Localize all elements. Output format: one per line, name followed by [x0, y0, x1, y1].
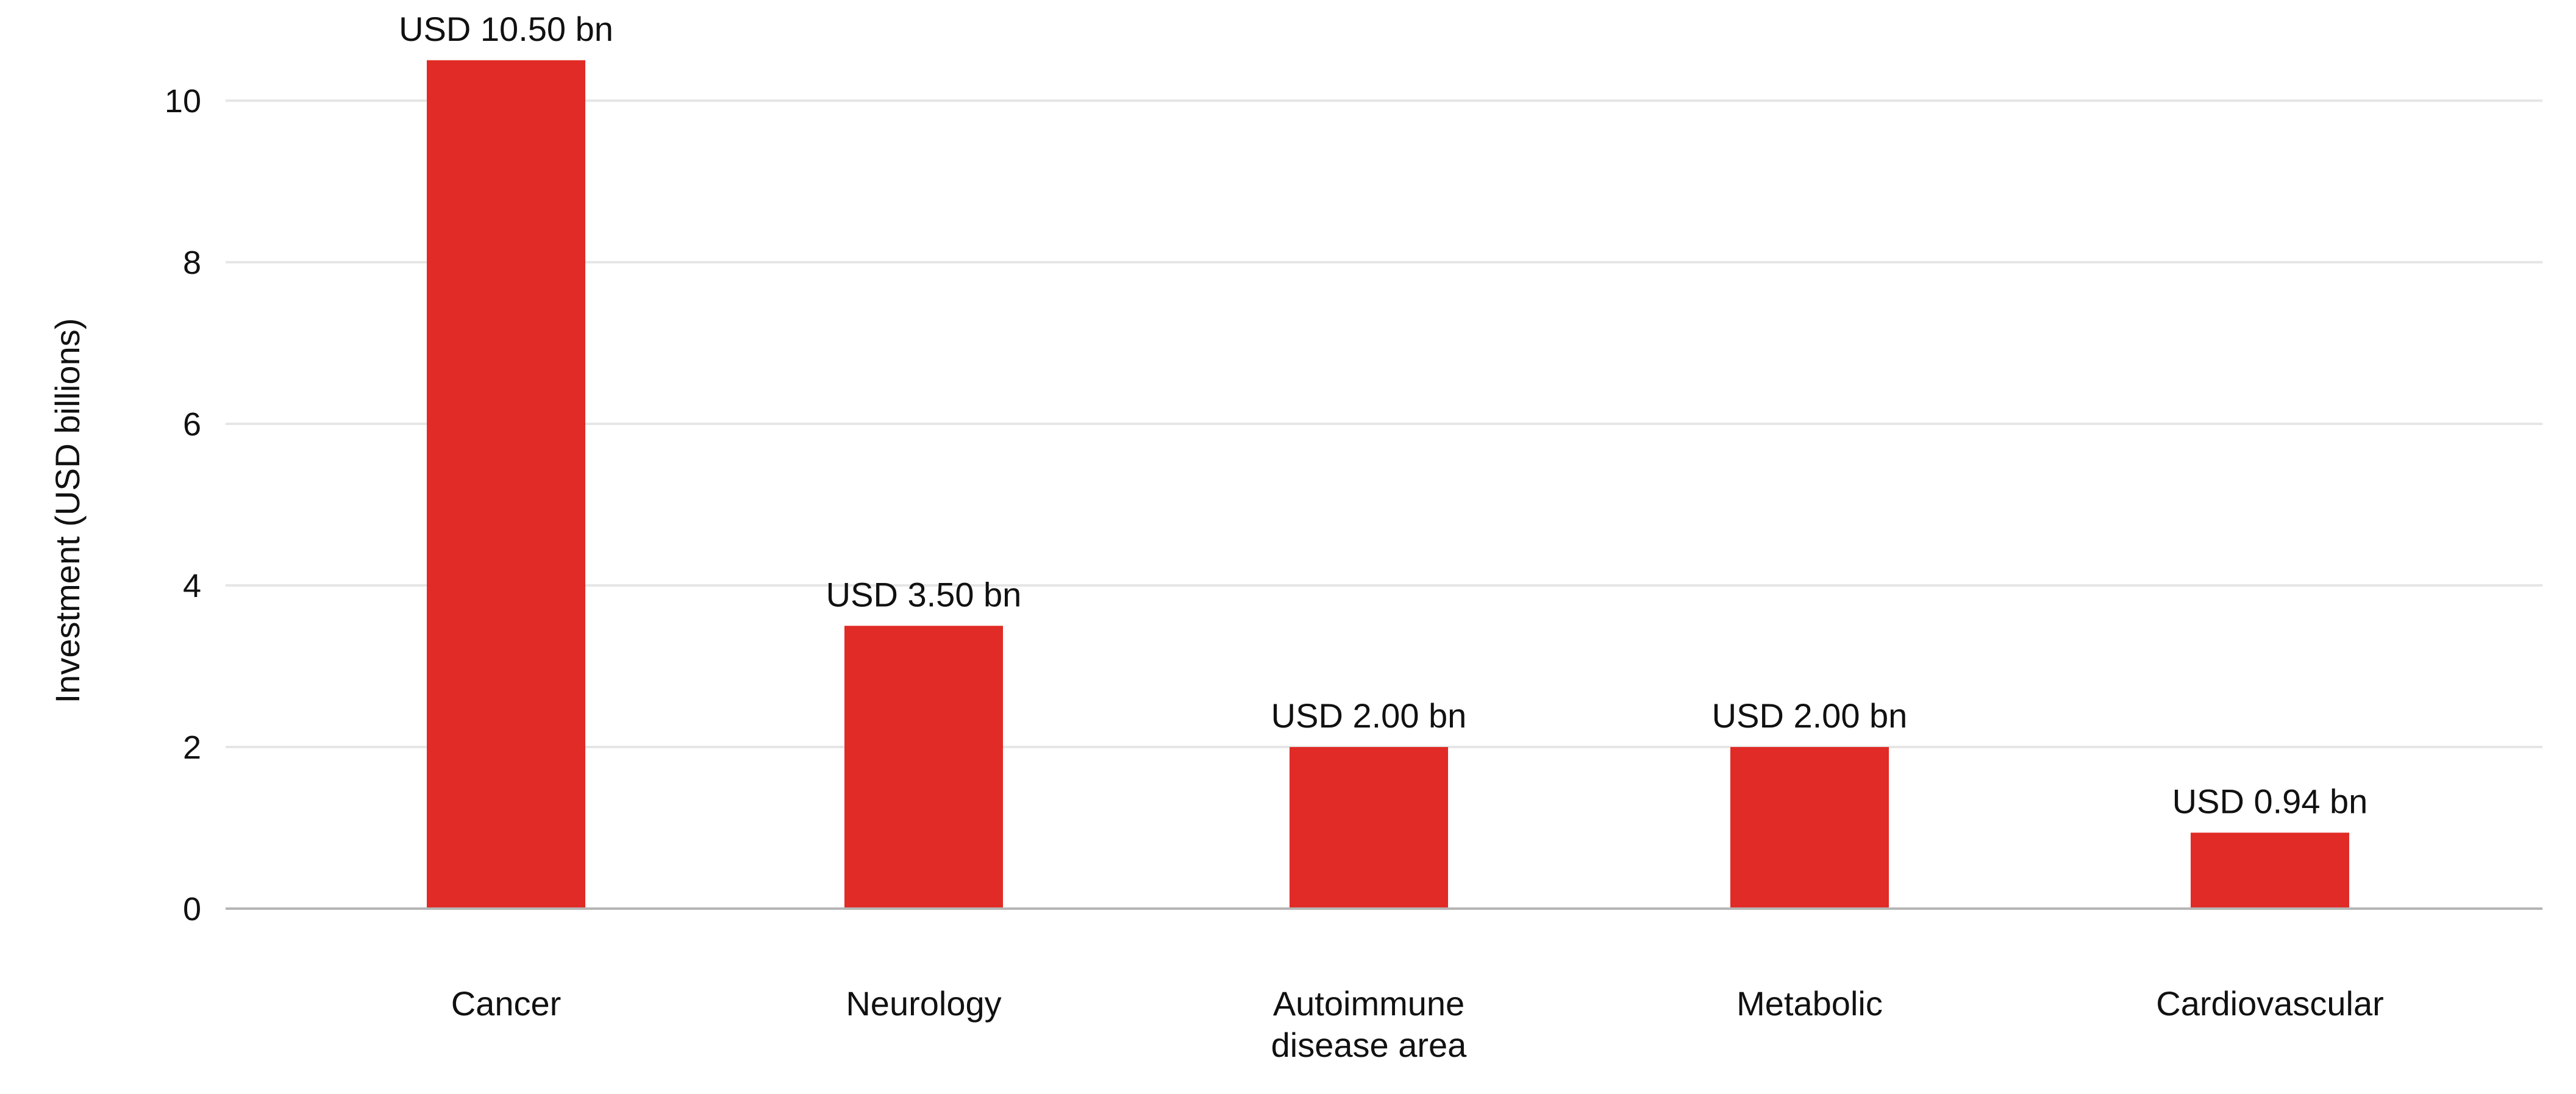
x-category-label: Autoimmune disease area: [1271, 984, 1468, 1064]
data-label: USD 10.50 bn: [399, 10, 613, 48]
x-category-label: Cardiovascular: [2156, 984, 2384, 1023]
x-category-label: Neurology: [846, 984, 1001, 1023]
bar: [844, 626, 1003, 909]
bars: [427, 60, 2349, 909]
bar: [1290, 747, 1448, 909]
y-tick-label: 0: [183, 891, 201, 928]
y-tick-label: 4: [183, 568, 201, 604]
x-axis-categories: Cancer Neurology Autoimmune disease area Met…: [451, 984, 2384, 1064]
y-axis-title: Investment (USD billions): [48, 318, 87, 704]
bar: [427, 60, 585, 909]
data-label: USD 2.00 bn: [1712, 696, 1908, 735]
bar: [1730, 747, 1889, 909]
x-category-label: Metabolic: [1736, 984, 1883, 1023]
y-tick-label: 8: [183, 245, 201, 281]
data-labels: USD 10.50 bn USD 3.50 bn USD 2.00 bn USD 2.…: [399, 10, 2367, 821]
y-tick-label: 10: [165, 83, 201, 120]
data-label: USD 2.00 bn: [1271, 696, 1467, 735]
y-tick-label: 2: [183, 729, 201, 766]
data-label: USD 3.50 bn: [826, 575, 1022, 613]
bar: [2191, 832, 2349, 909]
y-tick-label: 6: [183, 406, 201, 443]
gridlines: [226, 99, 2542, 748]
y-axis-ticks: 0 2 4 6 8 10: [165, 83, 201, 928]
x-category-label: Cancer: [451, 984, 562, 1023]
data-label: USD 0.94 bn: [2172, 782, 2368, 820]
